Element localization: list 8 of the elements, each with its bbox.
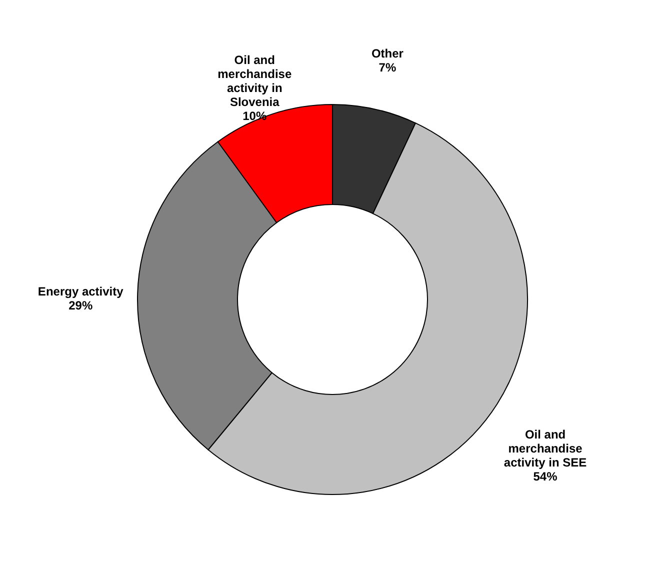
slice-label: Oil and merchandise activity in SEE (504, 428, 587, 470)
slice-label: Oil and merchandise activity in Slovenia (218, 52, 292, 109)
data-label: 10% (242, 108, 267, 123)
slice-label: Other (371, 46, 404, 61)
data-label: 7% (378, 60, 396, 75)
data-label: 54% (533, 470, 558, 484)
slice-label: Energy activity (38, 284, 124, 299)
data-label: 29% (68, 298, 93, 313)
